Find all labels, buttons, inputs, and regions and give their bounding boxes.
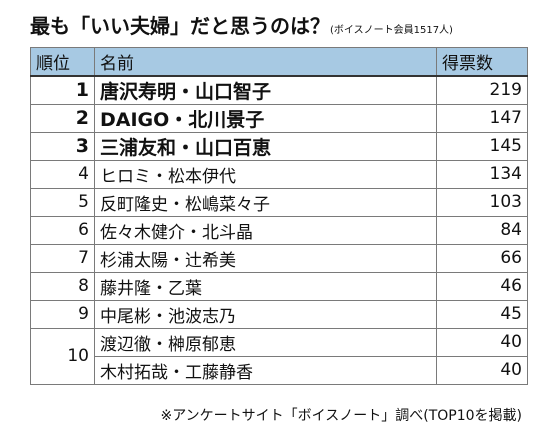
- rank-cell: 4: [30, 159, 95, 189]
- rank-cell: 9: [30, 299, 95, 329]
- table-row: 2 DAIGO・北川景子 147: [30, 103, 528, 133]
- votes-cell: 84: [436, 215, 528, 245]
- title-subtitle: (ボイスノート会員1517人): [330, 25, 453, 36]
- votes-cell: 46: [436, 271, 528, 301]
- page-title: 最も「いい夫婦」だと思うのは？(ボイスノート会員1517人): [30, 10, 453, 39]
- votes-cell: 40: [436, 355, 528, 385]
- name-cell: 佐々木健介・北斗晶: [94, 215, 437, 245]
- name-cell: 藤井隆・乙葉: [94, 271, 437, 301]
- table-row: 7 杉浦太陽・辻希美 66: [30, 243, 528, 273]
- table-row: 10 渡辺徹・榊原郁恵 40: [30, 327, 528, 385]
- name-cell: 杉浦太陽・辻希美: [94, 243, 437, 273]
- name-cell: 反町隆史・松嶋菜々子: [94, 187, 437, 217]
- votes-cell: 219: [436, 75, 528, 105]
- header-votes: 得票数: [436, 47, 528, 77]
- ranking-table: 順位 名前 得票数 1 唐沢寿明・山口智子 219 2 DAIGO・北川景子 1…: [30, 47, 528, 385]
- table-header-row: 順位 名前 得票数: [30, 47, 528, 77]
- rank-cell: 3: [30, 131, 95, 161]
- name-cell: 中尾彬・池波志乃: [94, 299, 437, 329]
- name-cell: 唐沢寿明・山口智子: [94, 75, 437, 105]
- header-name: 名前: [94, 47, 437, 77]
- name-cell: 木村拓哉・工藤静香: [94, 355, 437, 385]
- rank-cell: 8: [30, 271, 95, 301]
- table-row: 5 反町隆史・松嶋菜々子 103: [30, 187, 528, 217]
- name-cell: 三浦友和・山口百恵: [94, 131, 437, 161]
- table-row: 9 中尾彬・池波志乃 45: [30, 299, 528, 329]
- table-row: 8 藤井隆・乙葉 46: [30, 271, 528, 301]
- name-cell: ヒロミ・松本伊代: [94, 159, 437, 189]
- title-main: 最も「いい夫婦」だと思うのは？: [30, 14, 330, 38]
- votes-cell: 66: [436, 243, 528, 273]
- votes-cell: 103: [436, 187, 528, 217]
- table-row: 4 ヒロミ・松本伊代 134: [30, 159, 528, 189]
- rank-cell: 1: [30, 75, 95, 105]
- rank-cell: 2: [30, 103, 95, 133]
- table-row: 6 佐々木健介・北斗晶 84: [30, 215, 528, 245]
- votes-cell: 147: [436, 103, 528, 133]
- table-row: 3 三浦友和・山口百恵 145: [30, 131, 528, 161]
- name-cell: 渡辺徹・榊原郁恵: [94, 327, 437, 357]
- rank-cell: 6: [30, 215, 95, 245]
- votes-cell: 45: [436, 299, 528, 329]
- votes-cell: 134: [436, 159, 528, 189]
- header-rank: 順位: [30, 47, 95, 77]
- rank-cell: 5: [30, 187, 95, 217]
- votes-cell: 40: [436, 327, 528, 357]
- source-footnote: ※アンケートサイト「ボイスノート」調べ(TOP10を掲載): [160, 408, 522, 424]
- table-row: 木村拓哉・工藤静香 40: [31, 355, 528, 385]
- table-row: 1 唐沢寿明・山口智子 219: [30, 75, 528, 105]
- rank-cell: 7: [30, 243, 95, 273]
- name-cell: DAIGO・北川景子: [94, 103, 437, 133]
- rank-cell: 10: [30, 327, 95, 385]
- votes-cell: 145: [436, 131, 528, 161]
